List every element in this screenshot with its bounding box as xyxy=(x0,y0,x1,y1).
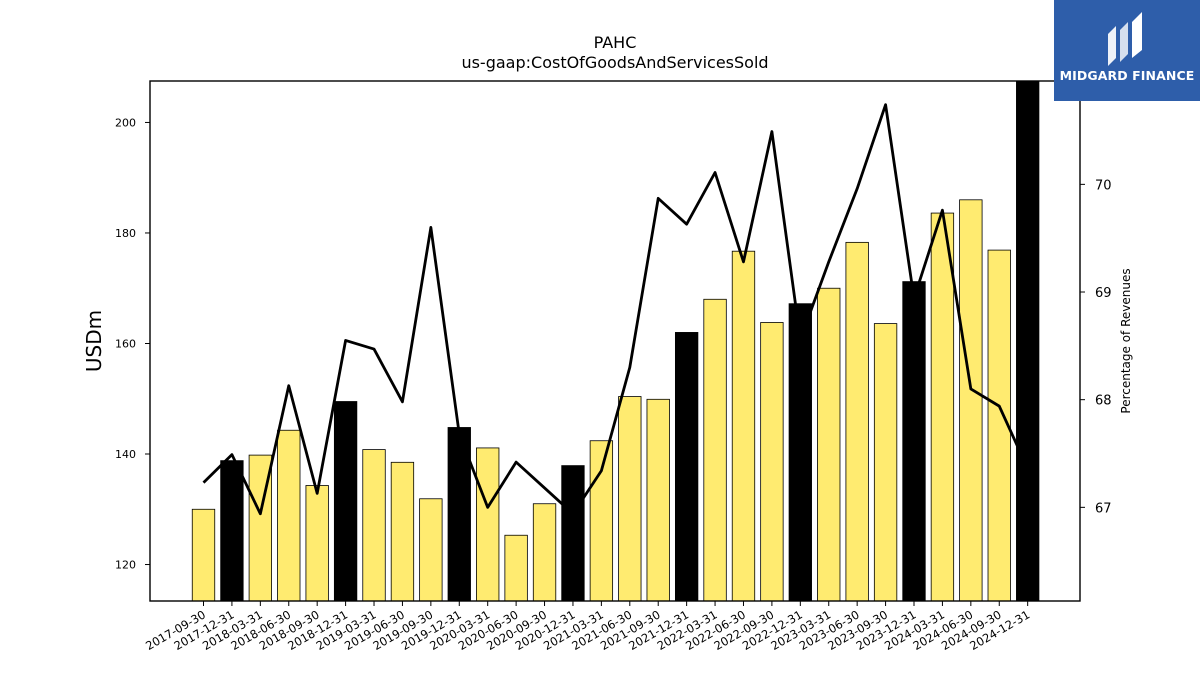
bar-2021-03-31 xyxy=(589,440,614,602)
bar-2022-03-31 xyxy=(703,298,727,602)
bar-2020-06-30 xyxy=(504,534,528,602)
bar-2018-12-31 xyxy=(333,401,358,602)
bar-2024-06-30 xyxy=(959,199,983,602)
bar-2024-03-31 xyxy=(930,212,955,602)
bar-2017-12-31 xyxy=(220,460,244,602)
y-axis-label: USDm xyxy=(82,310,106,372)
bar-2022-06-30 xyxy=(731,250,756,602)
left-tick-label: 180 xyxy=(115,227,136,240)
bar-2020-12-31 xyxy=(561,465,585,602)
left-tick-label: 160 xyxy=(115,337,136,350)
bar-2023-12-31 xyxy=(902,281,926,602)
right-y-axis: 67 68 69 70 xyxy=(1080,178,1112,516)
bar-2023-03-31 xyxy=(817,287,841,602)
chart-title: PAHC xyxy=(594,33,637,52)
bar-2023-06-30 xyxy=(845,241,869,602)
bar-2018-06-30 xyxy=(277,429,301,602)
right-tick-label: 68 xyxy=(1095,394,1112,409)
midgard-m-logo-icon xyxy=(1108,12,1142,66)
bar-2020-09-30 xyxy=(532,503,557,602)
y2-axis-label: Percentage of Revenues xyxy=(1119,268,1133,413)
bar-2019-06-30 xyxy=(390,461,415,602)
bar-series xyxy=(191,80,1040,602)
bar-2022-09-30 xyxy=(760,322,784,602)
right-tick-label: 67 xyxy=(1095,501,1112,516)
bar-2019-09-30 xyxy=(419,498,443,602)
bar-2018-09-30 xyxy=(305,485,329,602)
bar-2020-03-31 xyxy=(476,447,500,602)
bar-2021-12-31 xyxy=(674,332,699,602)
line-series xyxy=(202,103,1029,516)
bar-2023-09-30 xyxy=(873,323,898,602)
bar-2017-09-30 xyxy=(191,508,216,602)
brand-name: MIDGARD FINANCE xyxy=(1059,68,1195,83)
bar-2021-06-30 xyxy=(618,396,642,602)
right-tick-label: 69 xyxy=(1095,286,1112,301)
right-tick-label: 70 xyxy=(1095,178,1112,193)
chart-subtitle: us-gaap:CostOfGoodsAndServicesSold xyxy=(461,53,768,72)
brand-logo: MIDGARD FINANCE xyxy=(1054,0,1200,101)
left-tick-label: 120 xyxy=(115,559,136,572)
bar-2019-03-31 xyxy=(362,449,386,602)
percentage-line xyxy=(202,103,1029,516)
left-tick-label: 200 xyxy=(115,116,136,129)
left-tick-label: 140 xyxy=(115,448,136,461)
bar-2021-09-30 xyxy=(646,398,670,602)
bar-2022-12-31 xyxy=(788,303,812,602)
x-axis: 2017-09-302017-12-312018-03-312018-06-30… xyxy=(143,601,1032,653)
plot-frame xyxy=(149,80,1081,602)
bar-2024-12-31 xyxy=(1016,80,1040,602)
left-y-axis: 120 140 160 180 200 xyxy=(115,116,150,572)
